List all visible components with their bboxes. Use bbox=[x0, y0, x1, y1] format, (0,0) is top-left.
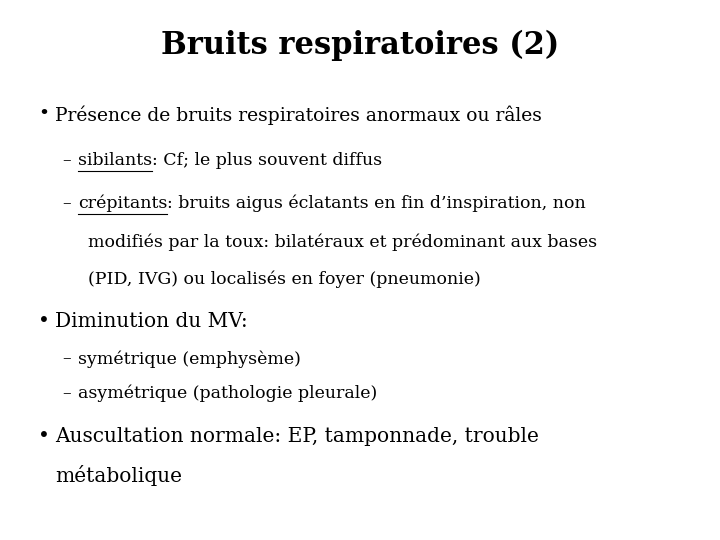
Text: •: • bbox=[38, 427, 50, 446]
Text: –: – bbox=[62, 385, 71, 402]
Text: modifiés par la toux: bilatéraux et prédominant aux bases: modifiés par la toux: bilatéraux et préd… bbox=[88, 233, 597, 251]
Text: •: • bbox=[38, 105, 49, 123]
Text: Auscultation normale: EP, tamponnade, trouble: Auscultation normale: EP, tamponnade, tr… bbox=[55, 427, 539, 446]
Text: sibilants: sibilants bbox=[78, 152, 152, 169]
Text: Bruits respiratoires (2): Bruits respiratoires (2) bbox=[161, 30, 559, 61]
Text: Diminution du MV:: Diminution du MV: bbox=[55, 312, 248, 331]
Text: –: – bbox=[62, 195, 71, 212]
Text: asymétrique (pathologie pleurale): asymétrique (pathologie pleurale) bbox=[78, 385, 377, 402]
Text: : Cf; le plus souvent diffus: : Cf; le plus souvent diffus bbox=[152, 152, 382, 169]
Text: •: • bbox=[38, 312, 50, 331]
Text: –: – bbox=[62, 350, 71, 367]
Text: symétrique (emphysème): symétrique (emphysème) bbox=[78, 350, 301, 368]
Text: crépitants: crépitants bbox=[78, 195, 167, 213]
Text: : bruits aigus éclatants en fin d’inspiration, non: : bruits aigus éclatants en fin d’inspir… bbox=[167, 195, 586, 213]
Text: (PID, IVG) ou localisés en foyer (pneumonie): (PID, IVG) ou localisés en foyer (pneumo… bbox=[88, 270, 481, 287]
Text: –: – bbox=[62, 152, 71, 169]
Text: métabolique: métabolique bbox=[55, 465, 182, 486]
Text: Présence de bruits respiratoires anormaux ou râles: Présence de bruits respiratoires anormau… bbox=[55, 105, 542, 125]
